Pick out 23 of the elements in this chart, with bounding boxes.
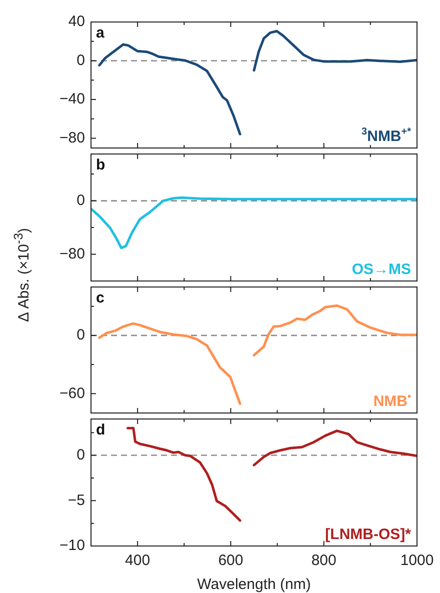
- text: OS→MS: [352, 261, 412, 278]
- y-tick-label: 0: [76, 52, 85, 69]
- annotation: b: [96, 156, 106, 174]
- annotation: c: [96, 290, 104, 307]
- text: NMB•: [373, 392, 412, 410]
- annotation: a: [96, 24, 105, 42]
- y-tick-label: 40: [68, 13, 85, 30]
- y-tick-label: −80: [60, 129, 85, 146]
- y-tick-label: 0: [76, 192, 85, 209]
- x-tick-label: 800: [311, 552, 336, 570]
- y-tick-label: −60: [60, 384, 85, 402]
- annotation: d: [96, 422, 106, 439]
- x-tick-label: 600: [218, 552, 244, 570]
- y-tick-label: −5: [68, 492, 85, 509]
- y-tick-label: −80: [60, 245, 85, 262]
- x-tick-label: 400: [125, 552, 150, 570]
- y-tick-label: 0: [76, 326, 85, 344]
- text: [LNMB-OS]*: [325, 526, 412, 543]
- y-tick-label: −10: [60, 537, 85, 554]
- x-tick-label: 1000: [400, 552, 434, 570]
- y-tick-label: −40: [60, 90, 85, 108]
- x-axis-title: Wavelength (nm): [197, 576, 311, 593]
- y-tick-label: 0: [76, 446, 85, 464]
